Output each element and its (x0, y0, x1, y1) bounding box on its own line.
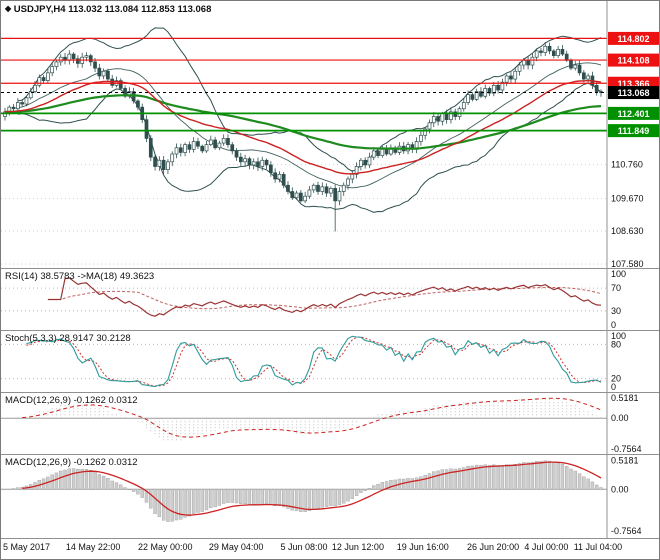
macd1-pane-canvas[interactable]: 0.5181 0.00 -0.7564 (1, 393, 660, 454)
svg-text:0: 0 (611, 382, 616, 392)
svg-text:107.580: 107.580 (611, 259, 644, 268)
svg-text:-0.7564: -0.7564 (611, 526, 642, 536)
x-axis[interactable]: 5 May 2017 14 May 22:00 22 May 00:00 29 May… (1, 538, 659, 559)
svg-text:0: 0 (611, 320, 616, 330)
svg-text:113.068: 113.068 (617, 88, 649, 98)
macd-pane-2[interactable]: 0.5181 0.00 -0.7564 MACD(12,26,9) -0.1262 … (1, 454, 660, 538)
x-axis-label: 5 May 2017 (3, 542, 51, 552)
x-axis-label: 11 Jul 04:00 (573, 542, 623, 552)
rsi-pane[interactable]: 100 70 30 0 RSI(14) 38.5783 ->MA(18) 49.362… (1, 268, 660, 330)
svg-text:112.401: 112.401 (617, 109, 649, 119)
svg-text:0.5181: 0.5181 (611, 393, 639, 403)
svg-text:109.670: 109.670 (611, 194, 644, 204)
stochastic-pane[interactable]: 100 80 20 0 Stoch(5,3,3) 28.9147 30.2128 (1, 330, 660, 392)
svg-text:100: 100 (611, 269, 626, 279)
x-axis-label: 14 May 22:00 (65, 542, 121, 552)
svg-text:108.630: 108.630 (611, 226, 644, 236)
macd2-label: MACD(12,26,9) -0.1262 0.0312 (5, 457, 138, 468)
x-axis-label: 19 Jun 16:00 (396, 542, 449, 552)
macd1-label: MACD(12,26,9) -0.1262 0.0312 (5, 395, 138, 406)
x-axis-label: 5 Jun 08:00 (280, 542, 328, 552)
svg-text:80: 80 (611, 339, 621, 349)
main-price-pane[interactable]: 110.760 109.670 108.630 107.580 114.802 114.1… (1, 1, 660, 268)
svg-text:113.366: 113.366 (617, 79, 649, 89)
svg-text:114.802: 114.802 (617, 34, 649, 44)
svg-text:70: 70 (611, 283, 621, 293)
svg-text:114.108: 114.108 (617, 56, 649, 66)
macd-pane-1[interactable]: 0.5181 0.00 -0.7564 MACD(12,26,9) -0.1262 … (1, 392, 660, 454)
rsi-label: RSI(14) 38.5783 ->MA(18) 49.3623 (5, 271, 155, 282)
svg-text:0.5181: 0.5181 (611, 456, 639, 466)
stoch-label: Stoch(5,3,3) 28.9147 30.2128 (5, 333, 131, 344)
svg-text:111.849: 111.849 (618, 126, 650, 136)
x-axis-label: 29 May 04:00 (208, 542, 264, 552)
rsi-pane-canvas[interactable]: 100 70 30 0 (1, 269, 660, 330)
chart-header: ◆ USDJPY,H4 113.032 113.084 112.853 113.… (5, 4, 211, 15)
svg-text:30: 30 (611, 306, 621, 316)
x-axis-label: 12 Jun 12:00 (331, 542, 384, 552)
svg-text:110.760: 110.760 (611, 160, 643, 170)
x-axis-label: 26 Jun 20:00 (467, 542, 520, 552)
x-axis-label: 22 May 00:00 (137, 542, 193, 552)
symbol-timeframe: USDJPY,H4 (13, 4, 66, 15)
ohlc-readout: 113.032 113.084 112.853 113.068 (68, 4, 212, 15)
macd2-pane-canvas[interactable]: 0.5181 0.00 -0.7564 (1, 455, 660, 538)
x-axis-label: 4 Jul 00:00 (524, 542, 569, 552)
svg-text:100: 100 (611, 331, 626, 341)
svg-text:-0.7564: -0.7564 (611, 444, 642, 454)
instrument-icon: ◆ (5, 4, 12, 13)
svg-text:0.00: 0.00 (611, 413, 629, 423)
main-pane-canvas[interactable]: 110.760 109.670 108.630 107.580 114.802 114.1… (1, 1, 660, 268)
svg-text:20: 20 (611, 374, 621, 384)
svg-text:0.00: 0.00 (611, 484, 629, 494)
